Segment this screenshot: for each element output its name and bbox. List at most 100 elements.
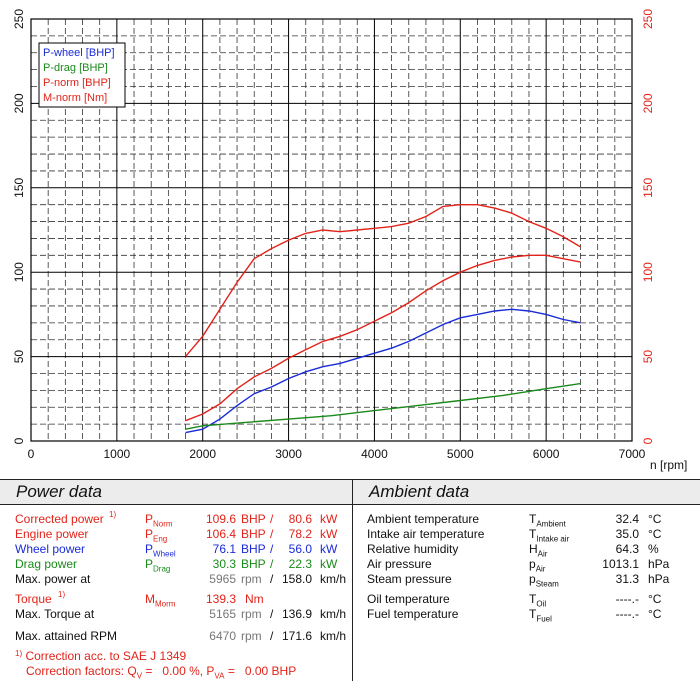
power-row-footnote: 1) <box>109 510 117 519</box>
power-data-panel: Power data Corrected power 1) PNorm 109.6 BH… <box>0 479 353 681</box>
series-line-p-wheel <box>185 308 581 434</box>
power-row-label: Drag power <box>15 557 78 571</box>
max-torque-row: Max. Torque at 5165 rpm / 136.9 km/h <box>15 607 350 622</box>
ambient-row-symbol: pSteam <box>529 572 559 589</box>
power-row-label: Engine power <box>15 527 89 541</box>
x-tick-label: 3000 <box>275 447 302 461</box>
power-row-symbol: PWheel <box>145 542 176 559</box>
series-line-m-norm <box>184 204 581 358</box>
torque-label: Torque <box>15 592 52 606</box>
legend-box <box>38 42 126 108</box>
ambient-row-unit: % <box>648 542 659 556</box>
power-row-kw-value: 80.6 <box>288 512 312 526</box>
x-tick-label: 6000 <box>533 447 560 461</box>
legend-entry: P-wheel [BHP] <box>43 47 115 59</box>
ambient-row-value: 32.4 <box>615 512 639 526</box>
max-rpm-row-rpm-value: 6470 <box>209 629 236 643</box>
power-row-symbol: PNorm <box>145 512 173 529</box>
ambient-row-label: Intake air temperature <box>367 527 485 541</box>
x-tick-label: 5000 <box>447 447 474 461</box>
x-tick-label: 4000 <box>361 447 388 461</box>
x-tick-label: 2000 <box>189 447 216 461</box>
series-line-p-drag <box>185 382 581 430</box>
x-tick-label: 7000 <box>619 447 646 461</box>
dyno-chart: 0 1000 2000 3000 4000 5000 6000 700005010015020… <box>12 9 687 472</box>
ambient-row-label: Relative humidity <box>367 542 459 556</box>
max-power-row-label: Max. power at <box>15 572 91 586</box>
power-row-bhp-unit: BHP <box>241 527 266 541</box>
y-left-tick-label: 150 <box>12 177 26 197</box>
series-line-p-norm <box>185 254 581 422</box>
ambient-row: Relative humidity HAir 64.3% <box>367 542 697 558</box>
power-row-separator: / <box>270 512 274 526</box>
y-right-tick-label: 250 <box>641 9 655 29</box>
power-data-title: Power data <box>0 480 352 505</box>
max-torque-row-label: Max. Torque at <box>15 607 95 621</box>
max-power-row-rpm-value: 5965 <box>209 572 236 586</box>
max-rpm-row-speed-value: 171.6 <box>281 629 312 643</box>
ambient-data-panel: Ambient data Ambient temperature TAmbient… <box>353 479 700 681</box>
y-left-tick-label: 50 <box>12 350 26 364</box>
y-left-tick-label: 250 <box>12 9 26 29</box>
ambient-row-label: Steam pressure <box>367 572 452 586</box>
power-row-separator: / <box>270 542 274 556</box>
ambient-data-title: Ambient data <box>353 480 700 505</box>
ambient-row: Steam pressure pSteam 31.3 hPa <box>367 572 697 589</box>
power-row-symbol: PDrag <box>145 557 171 574</box>
ambient-row: Ambient temperature TAmbient 32.4 °C <box>367 512 697 529</box>
ambient-row: Oil temperature TOil ----.- °C <box>367 592 697 609</box>
torque-row: Torque 1) MMorm 139.3 Nm <box>15 590 350 608</box>
ambient-row-value: 35.0 <box>615 527 639 541</box>
x-tick-label: 0 <box>28 447 35 461</box>
ambient-row-label: Fuel temperature <box>367 607 459 621</box>
max-power-row: Max. power at 5965 rpm / 158.0 km/h <box>15 572 350 587</box>
power-row-bhp-value: 109.6 <box>205 512 236 526</box>
ambient-row-symbol: TOil <box>529 592 547 609</box>
ambient-row-symbol: TFuel <box>529 607 552 624</box>
ambient-row-symbol: pAir <box>529 557 546 574</box>
y-right-tick-label: 0 <box>641 437 655 444</box>
ambient-row-value: ----.- <box>615 607 639 621</box>
ambient-row-unit: °C <box>648 592 662 606</box>
ambient-row: Air pressure pAir 1013.1 hPa <box>367 557 697 574</box>
max-rpm-row-separator: / <box>270 629 274 643</box>
ambient-row-unit: °C <box>648 607 662 621</box>
legend-entry: M-norm [Nm] <box>43 92 107 104</box>
max-power-row-speed-value: 158.0 <box>281 572 312 586</box>
max-rpm-row-label: Max. attained RPM <box>15 629 118 643</box>
ambient-row-symbol: TAmbient <box>529 512 566 529</box>
y-right-tick-label: 100 <box>641 262 655 282</box>
y-left-tick-label: 0 <box>12 437 26 444</box>
y-left-tick-label: 100 <box>12 262 26 282</box>
max-power-row-rpm-unit: rpm <box>241 572 262 586</box>
ambient-row-label: Oil temperature <box>367 592 450 606</box>
power-row-kw-value: 22.3 <box>288 557 312 571</box>
power-row: Drag power PDrag 30.3 BHP / 22.3 kW <box>15 557 350 574</box>
ambient-row: Fuel temperature TFuel ----.- °C <box>367 607 697 624</box>
legend-entry: P-drag [BHP] <box>43 62 108 74</box>
ambient-row-unit: °C <box>648 512 662 526</box>
max-rpm-row-rpm-unit: rpm <box>241 629 262 643</box>
ambient-row-label: Air pressure <box>367 557 432 571</box>
ambient-row-label: Ambient temperature <box>367 512 480 526</box>
power-row-bhp-unit: BHP <box>241 542 266 556</box>
power-row-kw-unit: kW <box>320 527 338 541</box>
ambient-row: Intake air temperature TIntake air 35.0 °C <box>367 527 697 543</box>
torque-footnote: 1) <box>58 590 66 599</box>
ambient-row-unit: hPa <box>648 572 670 586</box>
max-rpm-row-speed-unit: km/h <box>320 629 347 643</box>
power-row-kw-unit: kW <box>320 557 338 571</box>
y-right-tick-label: 50 <box>641 350 655 364</box>
x-tick-label: 1000 <box>104 447 131 461</box>
max-torque-row-speed-unit: km/h <box>320 607 347 621</box>
max-power-row-separator: / <box>270 572 274 586</box>
max-power-row-speed-unit: km/h <box>320 572 347 586</box>
power-row-bhp-unit: BHP <box>241 557 266 571</box>
footnote-line-2: Correction factors: QV = 0.00 %, PVA = 0… <box>26 664 297 681</box>
y-right-tick-label: 200 <box>641 93 655 113</box>
ambient-row-value: ----.- <box>615 592 639 606</box>
ambient-row-value: 1013.1 <box>602 557 639 571</box>
footnote-line-1: 1) Correction acc. to SAE J 1349 <box>15 649 187 663</box>
y-left-tick-label: 200 <box>12 93 26 113</box>
power-row-bhp-value: 30.3 <box>212 557 236 571</box>
